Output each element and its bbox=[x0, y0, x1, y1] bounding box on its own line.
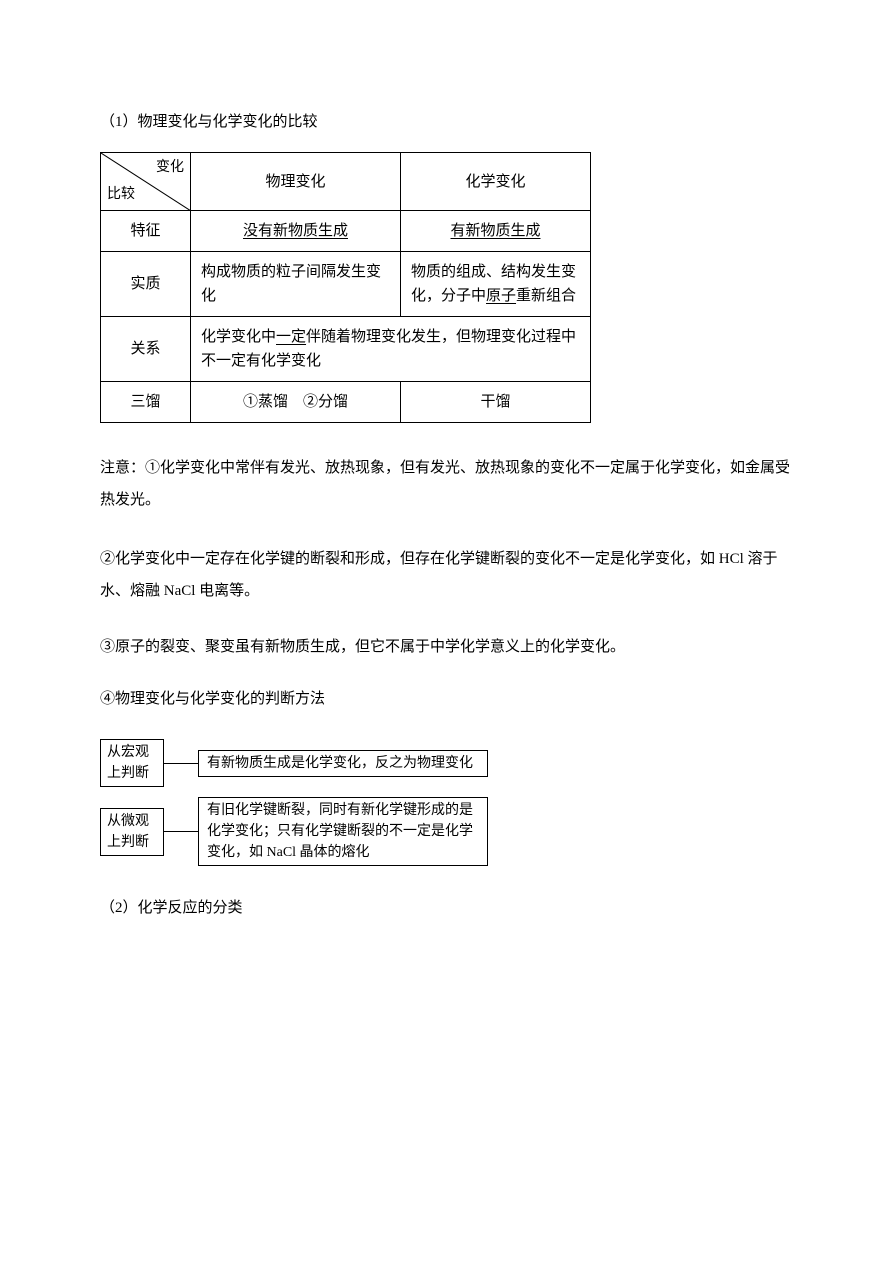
judge-row-macro: 从宏观上判断 有新物质生成是化学变化，反之为物理变化 bbox=[100, 739, 792, 787]
row-distill-chem: 干馏 bbox=[401, 382, 591, 423]
comparison-table: 变化 比较 物理变化 化学变化 特征 没有新物质生成 有新物质生成 实质 构成物… bbox=[100, 152, 591, 423]
judge-macro-box: 有新物质生成是化学变化，反之为物理变化 bbox=[198, 750, 488, 777]
underline-text: 没有新物质生成 bbox=[243, 223, 348, 239]
row-distill-phys: ①蒸馏 ②分馏 bbox=[191, 382, 401, 423]
judge-micro-label: 从微观上判断 bbox=[100, 808, 164, 856]
row-essence-phys: 构成物质的粒子间隔发生变化 bbox=[191, 252, 401, 317]
row-feature-phys: 没有新物质生成 bbox=[191, 211, 401, 252]
row-distill-label: 三馏 bbox=[101, 382, 191, 423]
underline-text: 有新物质生成 bbox=[450, 223, 540, 239]
heading-1: （1）物理变化与化学变化的比较 bbox=[100, 110, 792, 134]
row-essence-chem: 物质的组成、结构发生变化，分子中原子重新组合 bbox=[401, 252, 591, 317]
header-chemical: 化学变化 bbox=[401, 153, 591, 211]
note-2: ②化学变化中一定存在化学键的断裂和形成，但存在化学键断裂的变化不一定是化学变化，… bbox=[100, 544, 792, 607]
header-physical: 物理变化 bbox=[191, 153, 401, 211]
diag-header-cell: 变化 比较 bbox=[101, 153, 191, 211]
connector-line-icon bbox=[164, 763, 198, 764]
underline-text: 原子 bbox=[486, 288, 516, 304]
note-4: ④物理变化与化学变化的判断方法 bbox=[100, 687, 792, 711]
text-part: 重新组合 bbox=[516, 288, 576, 304]
underline-text: 一定 bbox=[276, 329, 306, 345]
judge-macro-label: 从宏观上判断 bbox=[100, 739, 164, 787]
row-relation-label: 关系 bbox=[101, 317, 191, 382]
connector-line-icon bbox=[164, 831, 198, 832]
text-part: 化学变化中 bbox=[201, 329, 276, 345]
judgment-diagram: 从宏观上判断 有新物质生成是化学变化，反之为物理变化 从微观上判断 有旧化学键断… bbox=[100, 739, 792, 866]
judge-row-micro: 从微观上判断 有旧化学键断裂，同时有新化学键形成的是化学变化；只有化学键断裂的不… bbox=[100, 797, 792, 866]
row-feature-label: 特征 bbox=[101, 211, 191, 252]
note-3: ③原子的裂变、聚变虽有新物质生成，但它不属于中学化学意义上的化学变化。 bbox=[100, 635, 792, 659]
note-1: 注意：①化学变化中常伴有发光、放热现象，但有发光、放热现象的变化不一定属于化学变… bbox=[100, 453, 792, 516]
heading-2: （2）化学反应的分类 bbox=[100, 896, 792, 920]
row-feature-chem: 有新物质生成 bbox=[401, 211, 591, 252]
judge-micro-box: 有旧化学键断裂，同时有新化学键形成的是化学变化；只有化学键断裂的不一定是化学变化… bbox=[198, 797, 488, 866]
diag-bot-label: 比较 bbox=[107, 184, 135, 206]
diag-top-label: 变化 bbox=[156, 157, 184, 179]
row-essence-label: 实质 bbox=[101, 252, 191, 317]
row-relation-span: 化学变化中一定伴随着物理变化发生，但物理变化过程中不一定有化学变化 bbox=[191, 317, 591, 382]
